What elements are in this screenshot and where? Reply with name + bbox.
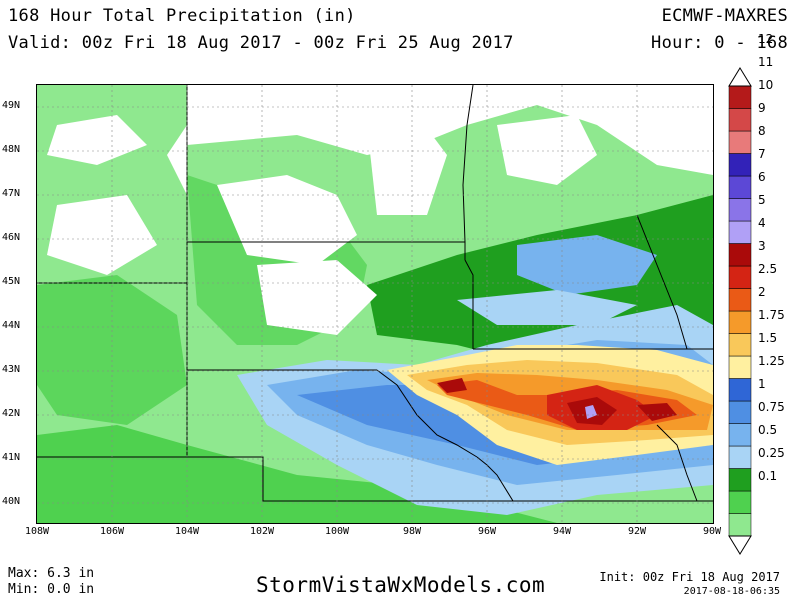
precipitation-map: [36, 84, 714, 524]
lon-label-106w: 106W: [99, 526, 125, 537]
colorbar-top-arrow: [728, 67, 752, 87]
colorbar-swatch-4: [728, 265, 752, 289]
lat-label-43n: 43N: [2, 364, 21, 375]
precip-field-heavy: [387, 345, 713, 465]
lon-label-90w: 90W: [702, 526, 722, 537]
colorbar-label-1.25: 1.25: [758, 354, 785, 368]
lat-lon-grid: [37, 85, 713, 523]
colorbar-label-1: 1: [758, 377, 766, 391]
lat-label-45n: 45N: [2, 276, 21, 287]
colorbar-bottom-arrow: [728, 535, 752, 555]
lon-label-92w: 92W: [627, 526, 647, 537]
colorbar-label-0.1: 0.1: [758, 469, 778, 483]
site-watermark: StormVistaWxModels.com: [256, 573, 546, 597]
model-name: ECMWF-MAXRES: [661, 6, 788, 26]
lat-label-47n: 47N: [2, 188, 21, 199]
valid-period: Valid: 00z Fri 18 Aug 2017 - 00z Fri 25 …: [8, 33, 514, 53]
precip-field-green: [37, 85, 713, 523]
colorbar-label-9: 9: [758, 101, 766, 115]
colorbar-swatch-0.1: [728, 513, 752, 537]
lon-label-96w: 96W: [477, 526, 497, 537]
colorbar-swatch-1.25: [728, 400, 752, 424]
lat-label-46n: 46N: [2, 232, 21, 243]
colorbar-swatch-12: [728, 85, 752, 109]
colorbar-swatch-9: [728, 153, 752, 177]
colorbar-swatch-11: [728, 108, 752, 132]
lat-label-44n: 44N: [2, 320, 21, 331]
colorbar-label-3: 3: [758, 239, 766, 253]
colorbar-swatch-1.75: [728, 355, 752, 379]
colorbar-swatch-5: [728, 243, 752, 267]
colorbar-swatch-7: [728, 198, 752, 222]
colorbar-swatch-10: [728, 130, 752, 154]
colorbar-swatch-2: [728, 333, 752, 357]
lat-label-49n: 49N: [2, 100, 21, 111]
colorbar-label-2.5: 2.5: [758, 262, 778, 276]
colorbar-label-1.75: 1.75: [758, 308, 785, 322]
max-value: Max: 6.3 in: [8, 566, 95, 581]
colorbar-label-0.25: 0.25: [758, 446, 785, 460]
init-time: Init: 00z Fri 18 Aug 2017: [599, 570, 780, 584]
colorbar-label-11: 11: [758, 55, 774, 69]
colorbar-label-2: 2: [758, 285, 766, 299]
colorbar-label-4: 4: [758, 216, 766, 230]
lat-label-40n: 40N: [2, 496, 21, 507]
colorbar-swatch-0.75: [728, 445, 752, 469]
colorbar-swatch-3: [728, 288, 752, 312]
min-value: Min: 0.0 in: [8, 582, 95, 597]
map-title: 168 Hour Total Precipitation (in): [8, 6, 356, 26]
lon-label-94w: 94W: [552, 526, 572, 537]
precipitation-colorbar: [728, 67, 752, 555]
colorbar-swatch-6: [728, 220, 752, 244]
colorbar-swatch-8: [728, 175, 752, 199]
lon-label-100w: 100W: [324, 526, 350, 537]
precipitation-map-canvas: [37, 85, 713, 523]
lat-label-42n: 42N: [2, 408, 21, 419]
colorbar-label-7: 7: [758, 147, 766, 161]
lon-label-98w: 98W: [402, 526, 422, 537]
colorbar-label-6: 6: [758, 170, 766, 184]
colorbar-label-1.5: 1.5: [758, 331, 778, 345]
lon-label-102w: 102W: [249, 526, 275, 537]
colorbar-label-0.75: 0.75: [758, 400, 785, 414]
colorbar-label-8: 8: [758, 124, 766, 138]
colorbar-label-12: 12: [758, 32, 774, 46]
forecast-hour-range: Hour: 0 - 168: [651, 33, 788, 53]
colorbar-swatch-2.5: [728, 310, 752, 334]
colorbar-label-10: 10: [758, 78, 774, 92]
lat-label-41n: 41N: [2, 452, 21, 463]
colorbar-swatch-0.5: [728, 468, 752, 492]
lon-label-104w: 104W: [174, 526, 200, 537]
colorbar-swatch-1: [728, 423, 752, 447]
colorbar-label-0.5: 0.5: [758, 423, 778, 437]
colorbar-swatch-1.5: [728, 378, 752, 402]
generated-timestamp: 2017-08-18-06:35: [683, 586, 780, 597]
lat-label-48n: 48N: [2, 144, 21, 155]
colorbar-label-5: 5: [758, 193, 766, 207]
colorbar-swatch-0.25: [728, 490, 752, 514]
lon-label-108w: 108W: [24, 526, 50, 537]
